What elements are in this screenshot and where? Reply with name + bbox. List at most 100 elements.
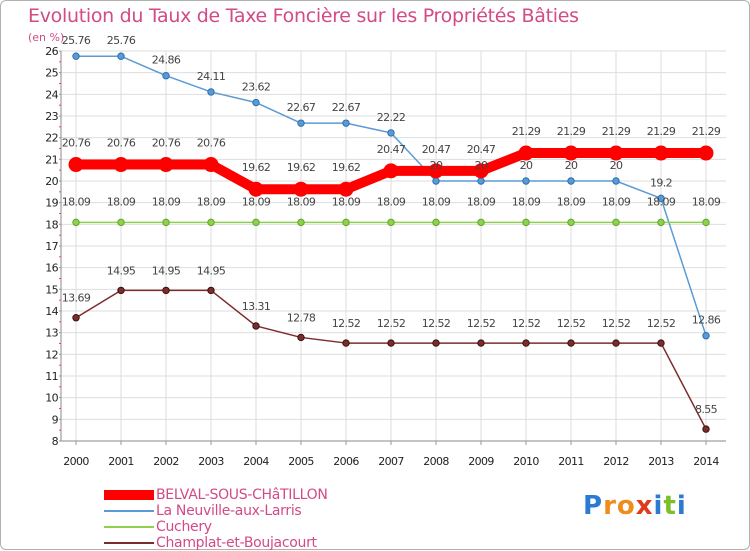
data-label: 20.76 [197, 137, 226, 150]
data-point [567, 218, 575, 227]
data-label: 13.31 [242, 300, 271, 313]
data-label: 23.62 [242, 81, 271, 94]
data-label: 12.52 [512, 317, 541, 330]
data-point [477, 339, 485, 347]
x-tick-label: 2007 [378, 455, 404, 468]
brand-letter: r [603, 491, 617, 521]
data-label: 24.86 [152, 54, 181, 67]
y-tick-label: 26 [45, 45, 58, 58]
data-point [518, 145, 534, 161]
data-point [432, 177, 440, 185]
data-point [117, 218, 125, 227]
data-point [522, 339, 530, 347]
data-label: 12.52 [377, 317, 406, 330]
legend-label: La Neuville-aux-Larris [156, 503, 302, 519]
data-label: 14.95 [152, 264, 181, 277]
data-point [117, 286, 125, 295]
data-point [657, 218, 665, 227]
brand-letter: o [616, 491, 636, 521]
legend-item: Cuchery [104, 519, 328, 535]
data-label: 25.76 [107, 34, 136, 47]
data-point [383, 163, 399, 179]
data-point [252, 218, 260, 227]
data-label: 12.52 [332, 317, 361, 330]
y-axis-ticks: 8 9 10 11 12 13 14 15 16 17 18 19 20 21 22 23 24 25 26 [45, 45, 61, 448]
data-label: 20.47 [422, 143, 451, 156]
data-point [297, 218, 305, 227]
legend-swatch [104, 526, 154, 528]
data-point [248, 181, 264, 197]
data-point [477, 177, 485, 185]
data-point [653, 145, 669, 161]
data-label: 20.47 [377, 143, 406, 156]
data-label: 12.52 [557, 317, 586, 330]
brand-letter: t [663, 491, 677, 521]
x-tick-label: 2012 [603, 455, 629, 468]
x-tick-label: 2002 [153, 455, 179, 468]
x-tick-label: 2009 [468, 455, 494, 468]
data-point [338, 181, 354, 197]
data-label: 24.11 [197, 70, 226, 83]
x-tick-label: 2005 [288, 455, 314, 468]
y-tick-label: 9 [52, 413, 59, 426]
data-point [207, 286, 215, 295]
data-point [252, 322, 260, 330]
data-point [342, 339, 350, 347]
x-tick-label: 2000 [63, 455, 89, 468]
data-point [297, 119, 305, 127]
data-label: 8.55 [695, 403, 718, 416]
data-label: 18.09 [557, 195, 586, 208]
data-label: 22.67 [287, 101, 316, 114]
data-label: 18.09 [422, 195, 451, 208]
data-point [432, 218, 440, 227]
grid-lines [61, 50, 726, 442]
data-point [203, 157, 219, 173]
legend-swatch [104, 542, 154, 544]
y-tick-label: 19 [45, 197, 58, 210]
data-label: 21.29 [557, 125, 586, 138]
data-point [612, 339, 620, 347]
data-point [387, 129, 395, 137]
y-tick-label: 24 [45, 88, 58, 101]
data-label: 14.95 [107, 264, 136, 277]
data-point [162, 218, 170, 227]
data-label: 20 [565, 159, 578, 172]
y-tick-label: 22 [45, 132, 58, 145]
data-label: 14.95 [197, 264, 226, 277]
data-label: 20.76 [62, 137, 91, 150]
data-label: 12.86 [692, 314, 721, 327]
y-tick-label: 10 [45, 392, 58, 405]
data-label: 18.09 [152, 195, 181, 208]
data-label: 18.09 [197, 195, 226, 208]
data-point [657, 339, 665, 347]
x-tick-label: 2010 [513, 455, 539, 468]
data-label: 20 [475, 159, 488, 172]
data-point [68, 157, 84, 173]
x-tick-label: 2001 [108, 455, 134, 468]
data-point [72, 314, 80, 322]
data-label: 18.09 [107, 195, 136, 208]
data-label: 19.62 [332, 161, 361, 174]
data-point [608, 145, 624, 161]
chart-title: Evolution du Taux de Taxe Foncière sur l… [28, 5, 579, 27]
data-label: 25.76 [62, 34, 91, 47]
legend-label: Champlat-et-Boujacourt [156, 535, 317, 551]
brand-letter: x [635, 491, 654, 521]
data-label: 22.22 [377, 111, 406, 124]
data-point [252, 98, 260, 107]
data-point [342, 218, 350, 227]
data-point [428, 163, 444, 179]
y-tick-label: 17 [45, 240, 58, 253]
data-point [657, 194, 665, 203]
data-label: 21.29 [692, 125, 721, 138]
y-tick-label: 25 [45, 67, 58, 80]
data-point [432, 339, 440, 347]
data-label: 12.52 [647, 317, 676, 330]
data-label: 20 [610, 159, 623, 172]
data-point [72, 218, 80, 227]
legend: BELVAL-SOUS-CHâTILLON La Neuville-aux-La… [104, 487, 328, 551]
data-label: 13.69 [62, 292, 91, 305]
data-point [522, 218, 530, 227]
